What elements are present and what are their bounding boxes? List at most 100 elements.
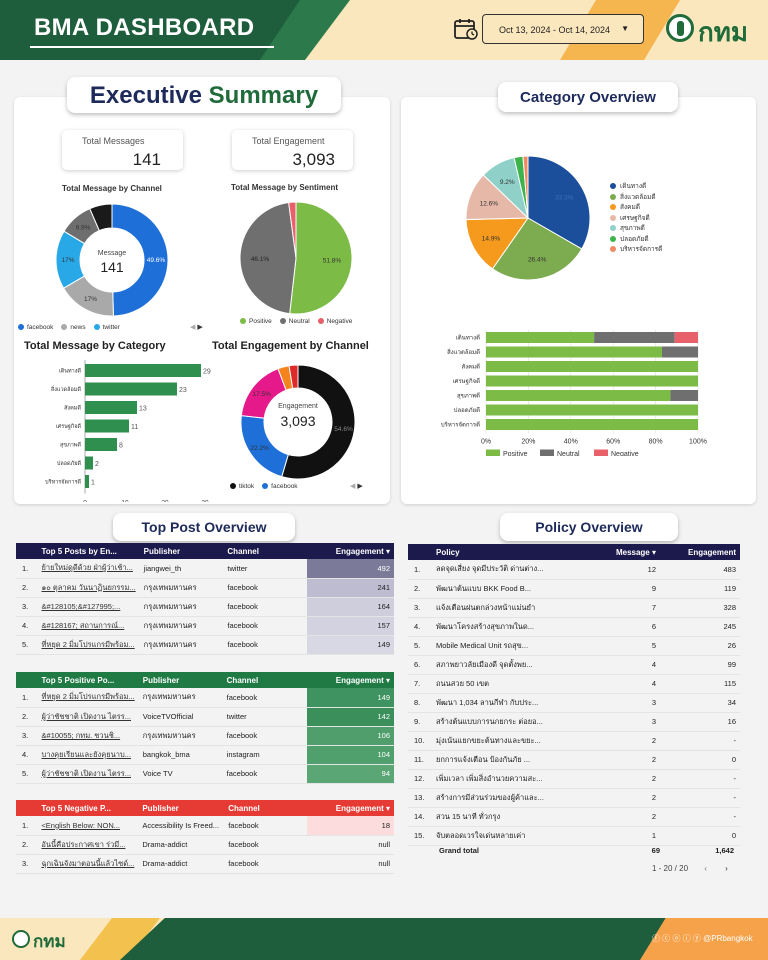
table-row[interactable]: 15. จับตลอดเวรใจเด่นหลายเค่า 1 0 bbox=[408, 826, 740, 846]
slice-other-2[interactable] bbox=[89, 203, 113, 232]
legend-item: สุขภาพดี bbox=[610, 223, 662, 234]
row-index: 4. bbox=[408, 617, 432, 637]
table-row[interactable]: 3. &#128105;&#127995;... กรุงเทพมหานคร face… bbox=[16, 597, 394, 617]
post-link[interactable]: ที่หยุด 2 มิ่มโปรแกรมีพร้อม... bbox=[37, 688, 139, 708]
post-link[interactable]: บางคุยเรียนและยังคุยนาบ... bbox=[37, 745, 139, 765]
table-row[interactable]: 13. สร้างการมีส่วนร่วมของผู้ค้าและ... 2- bbox=[408, 788, 740, 808]
col-publisher[interactable]: Publisher bbox=[143, 546, 181, 556]
post-link[interactable]: &#10055; กทม. ชวนชิ... bbox=[37, 726, 139, 746]
next-page-icon[interactable]: › bbox=[725, 864, 728, 873]
post-link[interactable]: ผู้ว่าชัชชาติ เปิดงาน ไตรร... bbox=[37, 764, 139, 784]
publisher-cell: Accessibility Is Freed... bbox=[138, 816, 225, 836]
bar-Neutral[interactable] bbox=[670, 390, 698, 401]
table-row[interactable]: 3. &#10055; กทม. ชวนชิ... กรุงเทพมหานคร fac… bbox=[16, 726, 394, 746]
table-row[interactable]: 3. ฉุกเฉินจังมาตอนนี้แล้วไซด์... Drama-add… bbox=[16, 854, 394, 874]
slice-Negative[interactable] bbox=[288, 201, 297, 259]
table-row[interactable]: 2. ผู้ว่าชัชชาติ เปิดงาน ไตรร... VoiceTVOf… bbox=[16, 707, 394, 727]
slice-สิ่งแวดล้อมดี[interactable] bbox=[491, 217, 583, 281]
policy-cell: จับตลอดเวรใจเด่นหลายเค่า bbox=[432, 826, 578, 846]
bar-Negative[interactable] bbox=[674, 332, 698, 343]
legend-pager-1[interactable]: ◀ ▶ bbox=[190, 324, 203, 331]
bar-สิ่งแวดล้อมดี[interactable] bbox=[85, 382, 177, 396]
bar-สังคมดี[interactable] bbox=[85, 401, 137, 414]
col-post[interactable]: Top 5 Positive Po... bbox=[41, 675, 115, 685]
table-row[interactable]: 1. ที่หยุด 2 มิ่มโปรแกรมีพร้อม... กรุงเทพม… bbox=[16, 688, 394, 708]
col-post[interactable]: Top 5 Posts by En... bbox=[41, 546, 117, 556]
post-link[interactable]: ที่หยุด 2 มิ่มโปรแกรมีพร้อม... bbox=[37, 635, 140, 655]
post-link[interactable]: ๑๐ ตุลาคม วันนาฏินยกรรม... bbox=[37, 578, 140, 598]
col-channel[interactable]: Channel bbox=[226, 675, 259, 685]
slice-facebook[interactable] bbox=[111, 203, 169, 317]
row-index: 2. bbox=[16, 578, 38, 598]
col-policy[interactable]: Policy bbox=[436, 547, 460, 557]
slice-Positive[interactable] bbox=[289, 201, 353, 315]
table-row[interactable]: 2. ๑๐ ตุลาคม วันนาฏินยกรรม... กรุงเทพมหานค… bbox=[16, 578, 394, 598]
post-link[interactable]: &#128105;&#127995;... bbox=[37, 597, 140, 617]
col-engagement-sort[interactable]: Engagement ▾ bbox=[335, 803, 390, 813]
bar-Positive[interactable] bbox=[486, 375, 698, 387]
bar-สุขภาพดี[interactable] bbox=[85, 438, 117, 451]
col-post[interactable]: Top 5 Negative P... bbox=[41, 803, 111, 813]
category-label: บริหารจัดการดี bbox=[45, 479, 81, 486]
post-link[interactable]: ย้ายใหม่ดูดีด้วย ฝ่าผู้ว่าเช้า... bbox=[37, 559, 140, 579]
table-row[interactable]: 2. พัฒนาต้นแบบ BKK Food B... 9 119 bbox=[408, 579, 740, 599]
table-row[interactable]: 4. บางคุยเรียนและยังคุยนาบ... bangkok_bma i… bbox=[16, 745, 394, 765]
row-index: 2. bbox=[16, 707, 38, 727]
legend-pager-2[interactable]: ◀ ▶ bbox=[350, 483, 363, 490]
table-row[interactable]: 9. สร้างต้นแบบการนกยกระ ต่อยอ... 3 16 bbox=[408, 712, 740, 732]
col-channel[interactable]: Channel bbox=[227, 546, 259, 556]
table-row[interactable]: 4. &#128167; สถานการณ์... กรุงเทพมหานคร fac… bbox=[16, 616, 394, 636]
slice-สังคมดี[interactable] bbox=[465, 217, 529, 270]
table-row[interactable]: 1. ลดจุดเสี่ยง จุดมีประวัติ ด่านต่าง... 12… bbox=[408, 560, 740, 580]
bar-Positive[interactable] bbox=[486, 346, 662, 358]
legend-label: บริหารจัดการดี bbox=[620, 246, 663, 254]
table-row[interactable]: 1. ย้ายใหม่ดูดีด้วย ฝ่าผู้ว่าเช้า... jiang… bbox=[16, 559, 394, 579]
table-row[interactable]: 4. พัฒนาโครงสร้างสุขภาพในด... 6 245 bbox=[408, 617, 740, 637]
bar-Positive[interactable] bbox=[486, 361, 698, 372]
bar-Positive[interactable] bbox=[486, 390, 671, 401]
bar-เดินทางดี[interactable] bbox=[85, 364, 201, 377]
table-row[interactable]: 10. มุ่งเน้นแยกขยะต้นทางและขยะ... 2- bbox=[408, 731, 740, 751]
col-engagement-sort[interactable]: Engagement ▾ bbox=[335, 546, 390, 556]
bar-ปลอดภัยดี[interactable] bbox=[85, 456, 93, 470]
slice-other-3[interactable] bbox=[288, 364, 299, 389]
table-row[interactable]: 5. ที่หยุด 2 มิ่มโปรแกรมีพร้อม... กรุงเทพม… bbox=[16, 635, 394, 655]
bar-บริหารจัดการดี[interactable] bbox=[85, 475, 89, 488]
table-row[interactable]: 14. สวน 15 นาที ทั่วกรุง 2- bbox=[408, 807, 740, 827]
table-row[interactable]: 2. อันนี้คือประกาศเขา ร่วมี... Drama-addic… bbox=[16, 835, 394, 855]
table-row[interactable]: 12. เพิ่มเวลา เพิ่มสิ่งอำนวยความสะ... 2- bbox=[408, 769, 740, 789]
table-row[interactable]: 6. สภาพยาวลัยเมืองดี จุดตั้งพย... 4 99 bbox=[408, 655, 740, 675]
slice-tiktok[interactable] bbox=[281, 364, 356, 480]
post-link[interactable]: <English Below: NON... bbox=[37, 816, 139, 836]
bar-Neutral[interactable] bbox=[661, 346, 698, 358]
table-row[interactable]: 8. พัฒนา 1,034 ลานกีฬา กับประ... 3 34 bbox=[408, 693, 740, 713]
table-row[interactable]: 3. แจ้งเตือนฝนตกล่วงหน้าแม่นยำ 7 328 bbox=[408, 598, 740, 618]
slice-Neutral[interactable] bbox=[239, 201, 297, 315]
col-publisher[interactable]: Publisher bbox=[142, 803, 179, 813]
col-engagement[interactable]: Engagement bbox=[687, 547, 736, 557]
table-row[interactable]: 5. Mobile Medical Unit รถสุข... 5 26 bbox=[408, 636, 740, 656]
table-row[interactable]: 7. ถนนสวย 50 เขต 4 115 bbox=[408, 674, 740, 694]
table-row[interactable]: 5. ผู้ว่าชัชชาติ เปิดงาน ไตรร... Voice TV f… bbox=[16, 764, 394, 784]
table-row[interactable]: 11. ยกการแจ้งเตือน ป้องกันภัย ... 2 0 bbox=[408, 750, 740, 770]
col-channel[interactable]: Channel bbox=[228, 803, 260, 813]
post-link[interactable]: ผู้ว่าชัชชาติ เปิดงาน ไตรร... bbox=[37, 707, 139, 727]
slice-บริหารจัดการดี[interactable] bbox=[522, 155, 529, 219]
prev-page-icon[interactable]: ‹ bbox=[704, 864, 707, 873]
col-engagement-sort[interactable]: Engagement ▾ bbox=[335, 675, 390, 685]
col-publisher[interactable]: Publisher bbox=[142, 675, 180, 685]
bar-Positive[interactable] bbox=[486, 404, 698, 416]
table-row[interactable]: 1. <English Below: NON... Accessibility Is… bbox=[16, 816, 394, 836]
bar-Positive[interactable] bbox=[486, 419, 698, 430]
post-link[interactable]: อันนี้คือประกาศเขา ร่วมี... bbox=[37, 835, 139, 855]
post-link[interactable]: ฉุกเฉินจังมาตอนนี้แล้วไซด์... bbox=[37, 854, 139, 874]
col-message-sort[interactable]: Message ▾ bbox=[615, 547, 656, 557]
post-link[interactable]: &#128167; สถานการณ์... bbox=[37, 616, 140, 636]
bar-เศรษฐกิจดี[interactable] bbox=[85, 419, 129, 433]
bar-value: 29 bbox=[203, 369, 211, 376]
calendar-icon[interactable] bbox=[454, 18, 478, 40]
date-range-picker[interactable]: Oct 13, 2024 - Oct 14, 2024 ▼ bbox=[482, 14, 644, 44]
bar-Positive[interactable] bbox=[486, 332, 595, 343]
bar-Neutral[interactable] bbox=[594, 332, 675, 343]
slice-เดินทางดี[interactable] bbox=[527, 155, 591, 250]
